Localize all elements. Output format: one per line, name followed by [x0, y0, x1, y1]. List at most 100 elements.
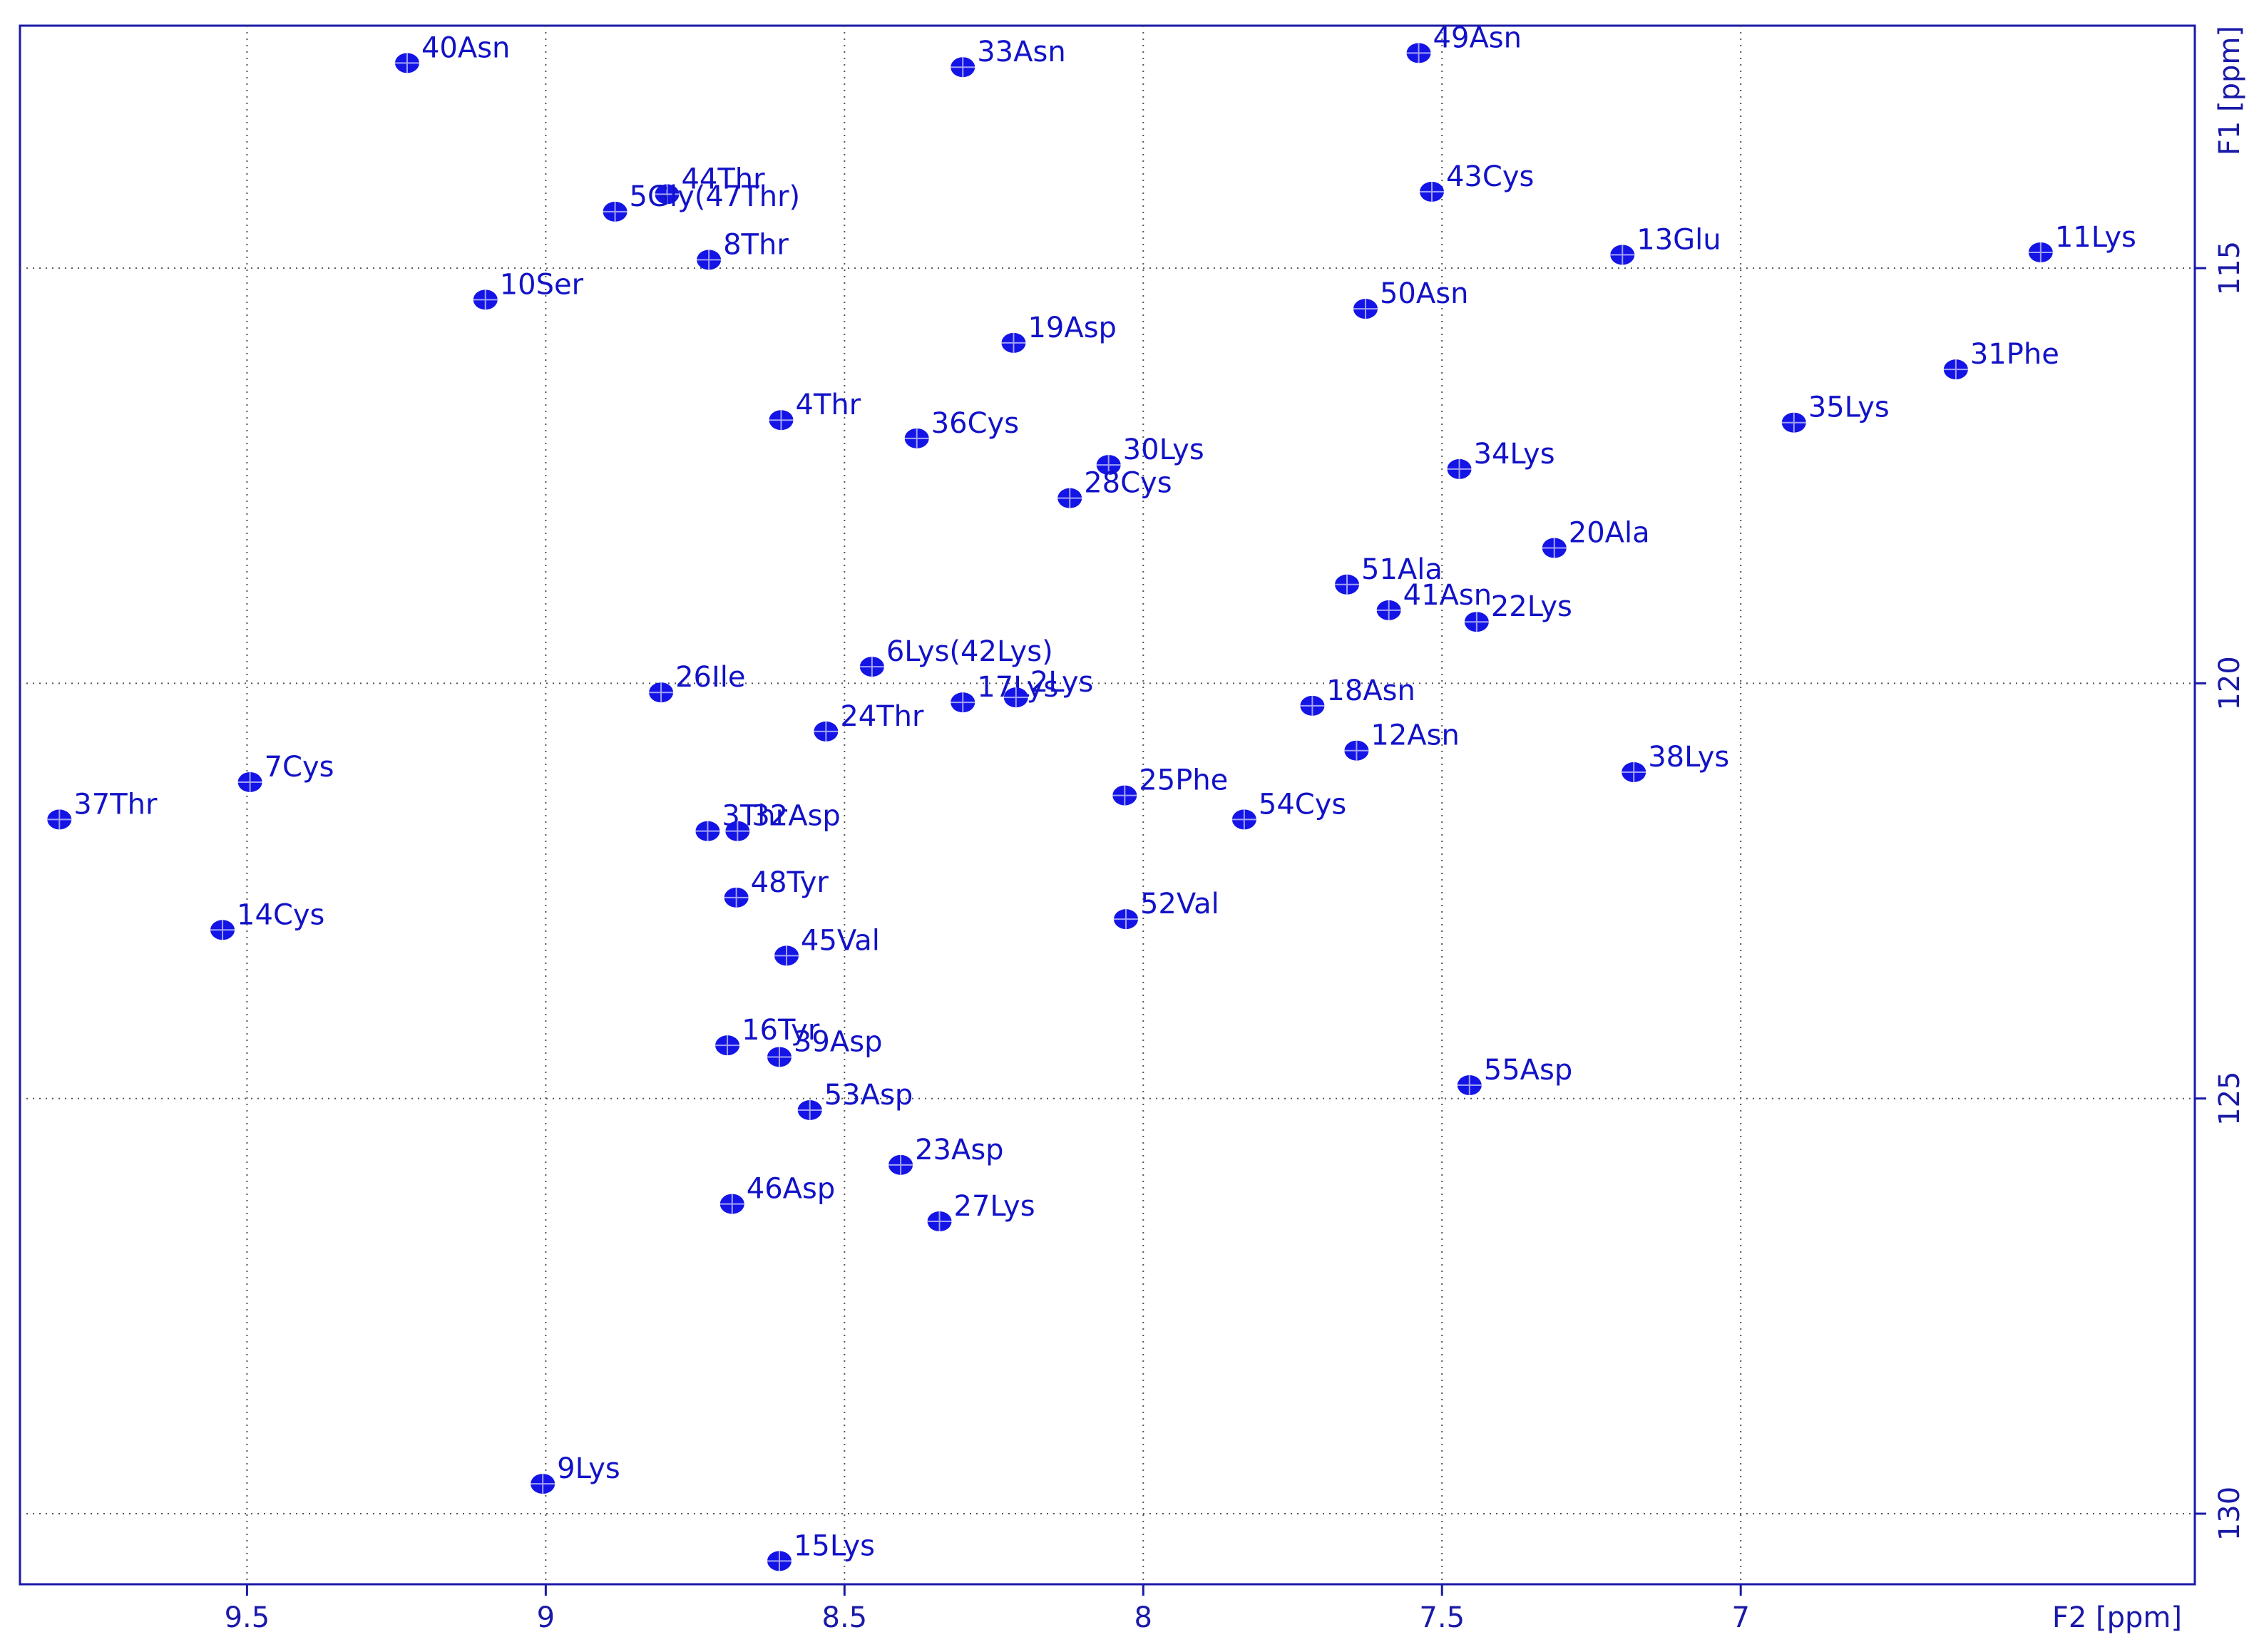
x-tick-label: 9 — [537, 1601, 555, 1634]
peak-label: 2Lys — [1030, 666, 1094, 699]
peak — [715, 1035, 740, 1056]
peak-label: 9Lys — [557, 1452, 620, 1485]
peak — [1781, 412, 1806, 433]
peak-label: 22Lys — [1491, 590, 1572, 623]
peak-label: 30Lys — [1123, 433, 1204, 466]
peak — [904, 428, 929, 448]
peak-cross — [1419, 181, 1444, 202]
peak-label: 4Thr — [796, 389, 861, 421]
peak-label: 44Thr — [681, 163, 765, 195]
peak — [603, 201, 628, 222]
peak-cross — [1300, 695, 1325, 716]
peak-cross — [767, 1047, 792, 1067]
peak — [927, 1211, 952, 1232]
peak-label: 37Thr — [73, 788, 158, 821]
peak — [1057, 488, 1082, 508]
peak-cross — [649, 682, 674, 703]
peak-label: 25Phe — [1139, 764, 1228, 797]
peak-label: 27Lys — [954, 1190, 1035, 1223]
peak-label: 46Asp — [747, 1173, 836, 1206]
peak-label: 55Asp — [1484, 1054, 1573, 1087]
peak-cross — [951, 57, 975, 78]
peak-label: 10Ser — [500, 268, 584, 301]
x-axis-label: F2 [ppm] — [2052, 1601, 2182, 1634]
peak-label: 33Asn — [977, 36, 1065, 68]
peak-label: 5Gly(47Thr) — [630, 180, 801, 213]
peak-label: 14Cys — [237, 898, 324, 931]
peak — [1447, 458, 1472, 479]
peak-label: 24Thr — [840, 700, 924, 733]
peak-cross — [47, 809, 72, 830]
peak-cross — [951, 692, 975, 713]
peak-cross — [1057, 488, 1082, 508]
peak-cross — [904, 428, 929, 448]
peak — [695, 821, 720, 841]
peak-cross — [1113, 909, 1138, 930]
peak-cross — [655, 184, 680, 205]
peak — [1096, 455, 1121, 476]
peak — [531, 1474, 555, 1494]
peak-label: 28Cys — [1084, 467, 1172, 500]
peak-label: 45Val — [801, 924, 880, 957]
peak-cross — [2028, 242, 2053, 262]
peak — [719, 1194, 744, 1214]
peak — [1419, 181, 1444, 202]
peak-label: 40Asn — [421, 31, 510, 64]
peak-cross — [473, 289, 498, 310]
peak — [725, 821, 750, 841]
peak-cross — [1406, 43, 1431, 63]
peak — [814, 721, 839, 742]
x-tick-label: 7.5 — [1419, 1601, 1465, 1634]
peak-label: 31Phe — [1970, 338, 2059, 371]
x-tick-label: 8.5 — [822, 1601, 868, 1634]
peak-label: 39Asp — [794, 1025, 883, 1058]
peak-cross — [814, 721, 839, 742]
peak-cross — [1112, 785, 1137, 806]
peak-cross — [715, 1035, 740, 1056]
peak-cross — [1001, 332, 1026, 353]
y-tick-label: 120 — [2213, 656, 2246, 710]
peak-cross — [1231, 809, 1256, 830]
peak-cross — [531, 1474, 555, 1494]
peak — [1231, 809, 1256, 830]
peak-label: 23Asp — [915, 1134, 1004, 1166]
peak-cross — [888, 1154, 913, 1175]
peak — [1001, 332, 1026, 353]
peak — [1622, 761, 1646, 782]
peak — [47, 809, 72, 830]
peak-cross — [1353, 299, 1378, 319]
peak-label: 11Lys — [2055, 221, 2136, 254]
peak-label: 26Ile — [675, 661, 745, 694]
peak — [1300, 695, 1325, 716]
peak — [767, 1551, 792, 1571]
x-tick-label: 9.5 — [225, 1601, 270, 1634]
peak — [394, 53, 419, 73]
peak-cross — [774, 945, 799, 966]
peak — [1406, 43, 1431, 63]
peak-cross — [1781, 412, 1806, 433]
peak — [1344, 740, 1369, 761]
peak — [774, 945, 799, 966]
peak — [951, 692, 975, 713]
peak-cross — [1344, 740, 1369, 761]
peak-label: 52Val — [1140, 888, 1219, 920]
peak-label: 19Asp — [1028, 312, 1117, 344]
peak — [767, 1047, 792, 1067]
peak-label: 35Lys — [1808, 391, 1890, 424]
peak-cross — [767, 1551, 792, 1571]
peak-cross — [1943, 359, 1968, 380]
peak — [1457, 1075, 1482, 1096]
peak-label: 7Cys — [265, 751, 334, 784]
peak — [1353, 299, 1378, 319]
peak — [2028, 242, 2053, 262]
peak-label: 49Asn — [1433, 21, 1522, 54]
peak — [1112, 785, 1137, 806]
peak-label: 38Lys — [1648, 741, 1729, 774]
peak-label: 13Glu — [1636, 223, 1721, 256]
peak-cross — [1610, 245, 1635, 265]
peak — [888, 1154, 913, 1175]
peak-label: 48Tyr — [751, 866, 829, 899]
peak — [1542, 538, 1567, 558]
peak-label: 43Cys — [1446, 160, 1534, 193]
